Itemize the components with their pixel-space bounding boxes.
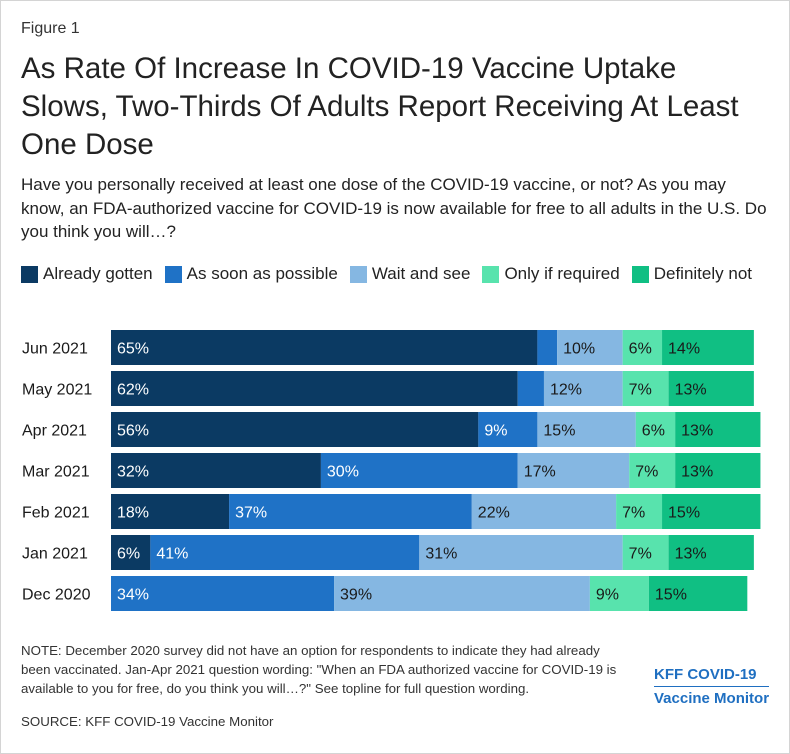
category-label: May 2021 (22, 382, 92, 399)
legend-label: Only if required (504, 264, 620, 283)
data-label: 31% (425, 546, 457, 563)
bar-segment (517, 453, 630, 488)
legend-item: Only if required (482, 264, 620, 284)
category-label: Apr 2021 (22, 423, 87, 440)
data-label: 15% (655, 587, 687, 604)
data-label: 41% (156, 546, 188, 563)
data-label: 6% (629, 341, 652, 358)
data-label: 32% (117, 464, 149, 481)
data-label: 34% (117, 587, 149, 604)
bar-segment (229, 494, 472, 529)
bar-segment (419, 535, 623, 570)
bar-segment (675, 453, 761, 488)
data-label: 14% (668, 341, 700, 358)
legend-item: As soon as possible (164, 264, 338, 284)
bar-segment (111, 412, 479, 447)
data-label: 9% (484, 423, 507, 440)
legend-swatch (482, 265, 500, 283)
data-label: 65% (117, 341, 149, 358)
kff-logo: KFF COVID-19 Vaccine Monitor (654, 664, 770, 710)
data-label: 7% (635, 464, 658, 481)
bar-segment (622, 535, 669, 570)
stacked-bar-chart: Jun 2021 65% 10% 6% 14% May 2021 62% 12% 7% 13% Ap… (22, 330, 761, 611)
data-label: 39% (340, 587, 372, 604)
category-label: Jan 2021 (22, 546, 88, 563)
data-label: 30% (327, 464, 359, 481)
data-label: 6% (117, 546, 140, 563)
bar-segment (320, 453, 518, 488)
legend-label: Wait and see (371, 264, 471, 283)
data-label: 12% (550, 382, 582, 399)
bar-segment (557, 330, 623, 365)
category-label: Dec 2020 (22, 587, 91, 604)
figure-label: Figure 1 (21, 20, 80, 37)
logo-line-2: Vaccine Monitor (654, 686, 770, 710)
bar-segment (537, 412, 636, 447)
data-label: 13% (675, 546, 707, 563)
legend-item: Already gotten (21, 264, 153, 284)
bar-segment (616, 494, 663, 529)
bar-segment (662, 330, 754, 365)
legend-item: Definitely not (631, 264, 752, 284)
data-label: 22% (478, 505, 510, 522)
bar-segment (517, 371, 544, 406)
data-label: 7% (629, 546, 652, 563)
bar-segment (111, 371, 518, 406)
data-label: 7% (629, 382, 652, 399)
legend-swatch (21, 265, 38, 283)
logo-line-1: KFF COVID-19 (654, 666, 757, 683)
bar-segment (150, 535, 420, 570)
bar-segment (589, 576, 649, 611)
legend-label: As soon as possible (186, 264, 338, 283)
bar-segment (111, 494, 230, 529)
legend: Already gotten As soon as possible Wait an… (21, 264, 781, 284)
bar-segment (629, 453, 676, 488)
data-label: 13% (681, 423, 713, 440)
data-label: 7% (622, 505, 645, 522)
data-label: 15% (668, 505, 700, 522)
legend-swatch (164, 265, 182, 283)
bar-segment (471, 494, 617, 529)
data-label: 15% (543, 423, 575, 440)
bar-segment (334, 576, 590, 611)
chart-title: As Rate Of Increase In COVID-19 Vaccine … (21, 52, 739, 161)
source-note: SOURCE: KFF COVID-19 Vaccine Monitor (21, 714, 274, 729)
legend-label: Already gotten (43, 264, 153, 283)
data-label: 9% (596, 587, 619, 604)
legend-label: Definitely not (653, 264, 752, 283)
data-label: 56% (117, 423, 149, 440)
bar-segment (648, 576, 748, 611)
bar-segment (543, 371, 623, 406)
bar-segment (478, 412, 538, 447)
data-label: 17% (524, 464, 556, 481)
bar-segment (668, 535, 754, 570)
bar-segment (622, 371, 669, 406)
category-label: Mar 2021 (22, 464, 90, 481)
data-label: 13% (675, 382, 707, 399)
chart-subtitle: Have you personally received at least on… (21, 175, 767, 241)
bar-segment (622, 330, 663, 365)
category-label: Feb 2021 (22, 505, 90, 522)
bar-segment (662, 494, 761, 529)
bar-segment (111, 576, 335, 611)
data-label: 62% (117, 382, 149, 399)
bar-segment (675, 412, 761, 447)
data-label: 10% (563, 341, 595, 358)
legend-item: Wait and see (349, 264, 471, 284)
bar-segment (635, 412, 676, 447)
footnote: NOTE: December 2020 survey did not have … (21, 643, 617, 696)
data-label: 18% (117, 505, 149, 522)
legend-swatch (631, 265, 649, 283)
bar-segment (668, 371, 754, 406)
category-label: Jun 2021 (22, 341, 88, 358)
data-label: 37% (235, 505, 267, 522)
bar-segment (537, 330, 558, 365)
bar-segment (111, 535, 151, 570)
bar-segment (111, 330, 538, 365)
data-label: 13% (681, 464, 713, 481)
legend-swatch (349, 265, 367, 283)
data-label: 6% (642, 423, 665, 440)
bar-segment (111, 453, 321, 488)
